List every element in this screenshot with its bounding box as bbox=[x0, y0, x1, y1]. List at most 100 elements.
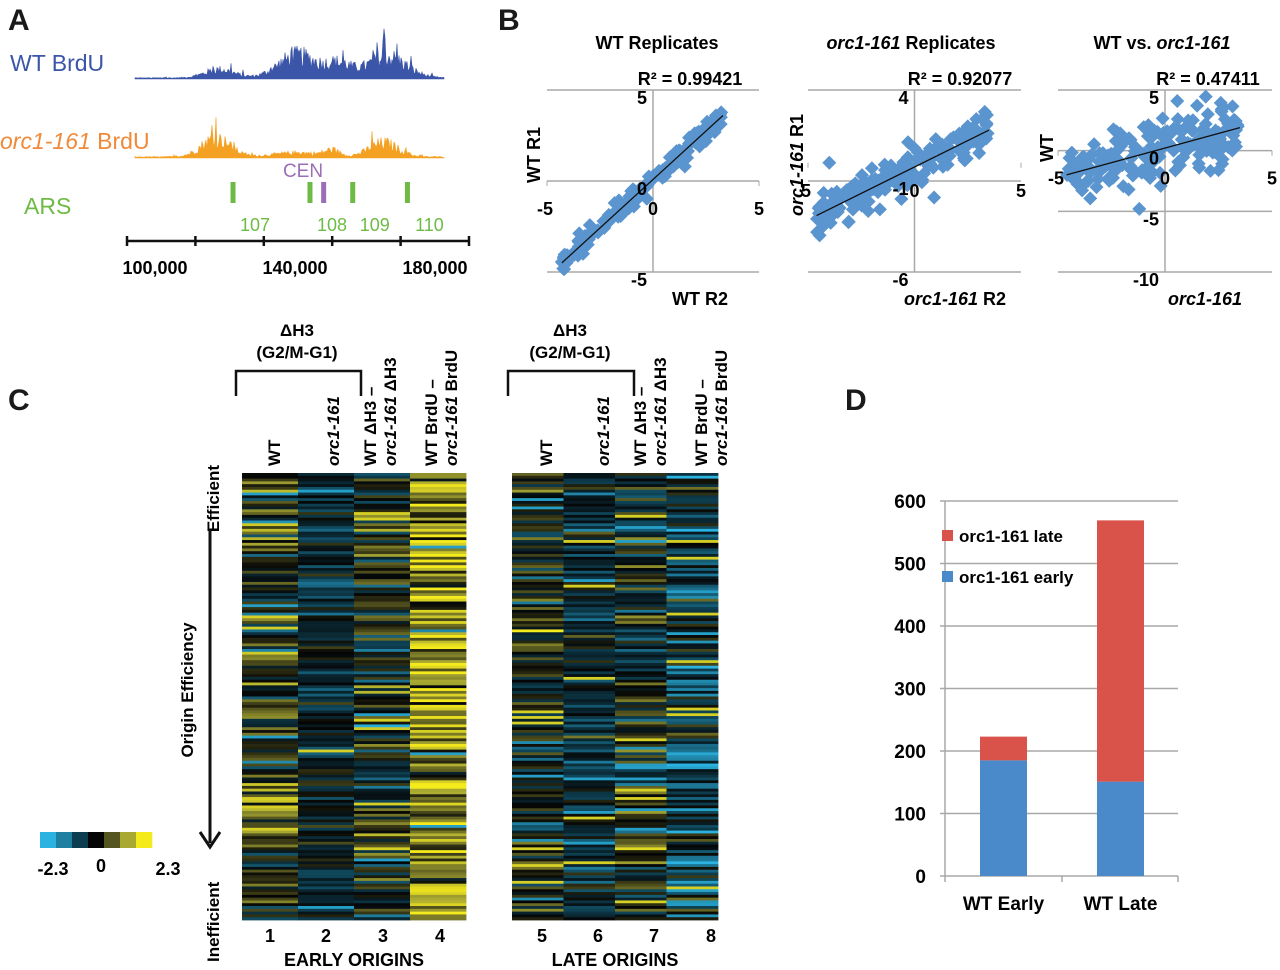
heatmap-cell bbox=[512, 813, 564, 818]
heatmap-cell bbox=[615, 531, 667, 535]
heatmap-cell bbox=[615, 883, 667, 887]
heatmap-cell bbox=[615, 808, 667, 812]
heatmap-cell bbox=[242, 534, 299, 538]
heatmap-cell bbox=[242, 872, 299, 876]
heatmap-cell bbox=[354, 654, 411, 658]
heatmap-cell bbox=[242, 811, 299, 815]
heatmap-cell bbox=[410, 537, 467, 541]
heatmap-cell bbox=[242, 917, 299, 921]
heatmap-cell bbox=[615, 637, 667, 642]
heatmap-cell bbox=[512, 822, 564, 826]
heatmap-cell bbox=[410, 640, 467, 644]
heatmap-cell bbox=[615, 565, 667, 569]
heatmap-cell bbox=[354, 911, 411, 915]
heatmap-cell bbox=[298, 643, 355, 647]
heatmap-cell bbox=[354, 757, 411, 762]
heatmap-cell bbox=[354, 825, 411, 829]
heatmap-cell bbox=[410, 473, 467, 477]
heatmap-cell bbox=[410, 654, 467, 658]
heatmap-cell bbox=[563, 735, 616, 739]
heatmap-cell bbox=[298, 489, 355, 493]
heatmap-cell bbox=[563, 554, 616, 558]
heatmap-cell bbox=[354, 833, 411, 837]
ylabel-plain: R1 bbox=[787, 114, 807, 142]
heatmap-cell bbox=[410, 486, 467, 491]
heatmap-cell bbox=[354, 604, 411, 608]
heatmap-cell bbox=[563, 880, 616, 885]
heatmap-cell bbox=[666, 774, 719, 778]
scatter-point bbox=[906, 168, 921, 183]
heatmap-cell bbox=[666, 777, 719, 781]
column-header-line2: orc1-161 ΔH3 bbox=[381, 357, 400, 466]
column-number: 7 bbox=[649, 926, 659, 946]
heatmap-cell bbox=[410, 813, 467, 818]
heatmap-cell bbox=[666, 735, 719, 739]
heatmap-cell bbox=[666, 696, 719, 700]
heatmap-cell bbox=[563, 822, 616, 826]
heatmap-cell bbox=[242, 908, 299, 913]
heatmap-cell bbox=[563, 492, 616, 496]
heatmap-cell bbox=[354, 830, 411, 834]
heatmap-cell bbox=[354, 766, 411, 770]
heatmap-cell bbox=[298, 713, 355, 717]
heatmap-cell bbox=[354, 836, 411, 840]
heatmap-cell bbox=[615, 646, 667, 650]
scatter-point bbox=[1227, 135, 1242, 150]
heatmap-cell bbox=[615, 579, 667, 583]
heatmap-cell bbox=[512, 693, 564, 697]
heatmap-cell bbox=[298, 880, 355, 885]
heatmap-cell bbox=[242, 674, 299, 678]
heatmap-cell bbox=[512, 760, 564, 764]
heatmap-cell bbox=[410, 674, 467, 678]
heatmap-cell bbox=[242, 702, 299, 706]
heatmap-cell bbox=[410, 601, 467, 605]
heatmap-cell bbox=[354, 693, 411, 697]
heatmap-cell bbox=[512, 788, 564, 792]
heatmap-cell bbox=[354, 855, 411, 859]
heatmap-cell bbox=[563, 749, 616, 753]
heatmap-cell bbox=[615, 819, 667, 823]
heatmap-cell bbox=[563, 816, 616, 820]
heatmap-cell bbox=[410, 514, 467, 519]
heatmap-cell bbox=[354, 646, 411, 650]
heatmap-cell bbox=[615, 847, 667, 851]
scatter-point bbox=[972, 146, 987, 161]
heatmap-cell bbox=[298, 716, 355, 720]
heatmap-cell bbox=[242, 771, 299, 776]
heatmap-cell bbox=[298, 637, 355, 642]
column-number: 6 bbox=[593, 926, 603, 946]
heatmap-cell bbox=[563, 730, 616, 734]
heatmap-cell bbox=[298, 685, 355, 689]
heatmap-cell bbox=[298, 584, 355, 588]
heatmap-cell bbox=[615, 498, 667, 502]
heatmap-cell bbox=[298, 690, 355, 695]
heatmap-cell bbox=[298, 665, 355, 669]
heatmap-cell bbox=[298, 710, 355, 714]
heatmap-cell bbox=[563, 914, 616, 918]
scatter-point bbox=[1214, 104, 1229, 119]
heatmap-cell bbox=[666, 581, 719, 586]
column-header-line2: orc1-161 BrdU bbox=[712, 350, 731, 466]
heatmap-cell bbox=[563, 573, 616, 577]
heatmap-cell bbox=[242, 797, 299, 801]
heatmap-cell bbox=[298, 528, 355, 533]
heatmap-cell bbox=[615, 640, 667, 644]
heatmap-cell bbox=[666, 646, 719, 650]
bar-segment bbox=[980, 736, 1027, 761]
late-group-header-sub: (G2/M-G1) bbox=[529, 343, 610, 362]
heatmap-cell bbox=[298, 766, 355, 770]
heatmap-cell bbox=[666, 769, 719, 773]
efficient-label: Efficient bbox=[204, 465, 223, 532]
heatmap-cell bbox=[298, 506, 355, 510]
heatmap-cell bbox=[512, 500, 564, 505]
scatter-point bbox=[1153, 165, 1168, 180]
heatmap-cell bbox=[242, 484, 299, 488]
heatmap-cell bbox=[615, 730, 667, 734]
heatmap-cell bbox=[666, 878, 719, 882]
scatter-point bbox=[704, 122, 719, 137]
heatmap-cell bbox=[298, 595, 355, 600]
heatmap-cell bbox=[615, 841, 667, 845]
scatter-point bbox=[1215, 152, 1230, 167]
heatmap-cell bbox=[563, 752, 616, 756]
heatmap-cell bbox=[354, 609, 411, 614]
